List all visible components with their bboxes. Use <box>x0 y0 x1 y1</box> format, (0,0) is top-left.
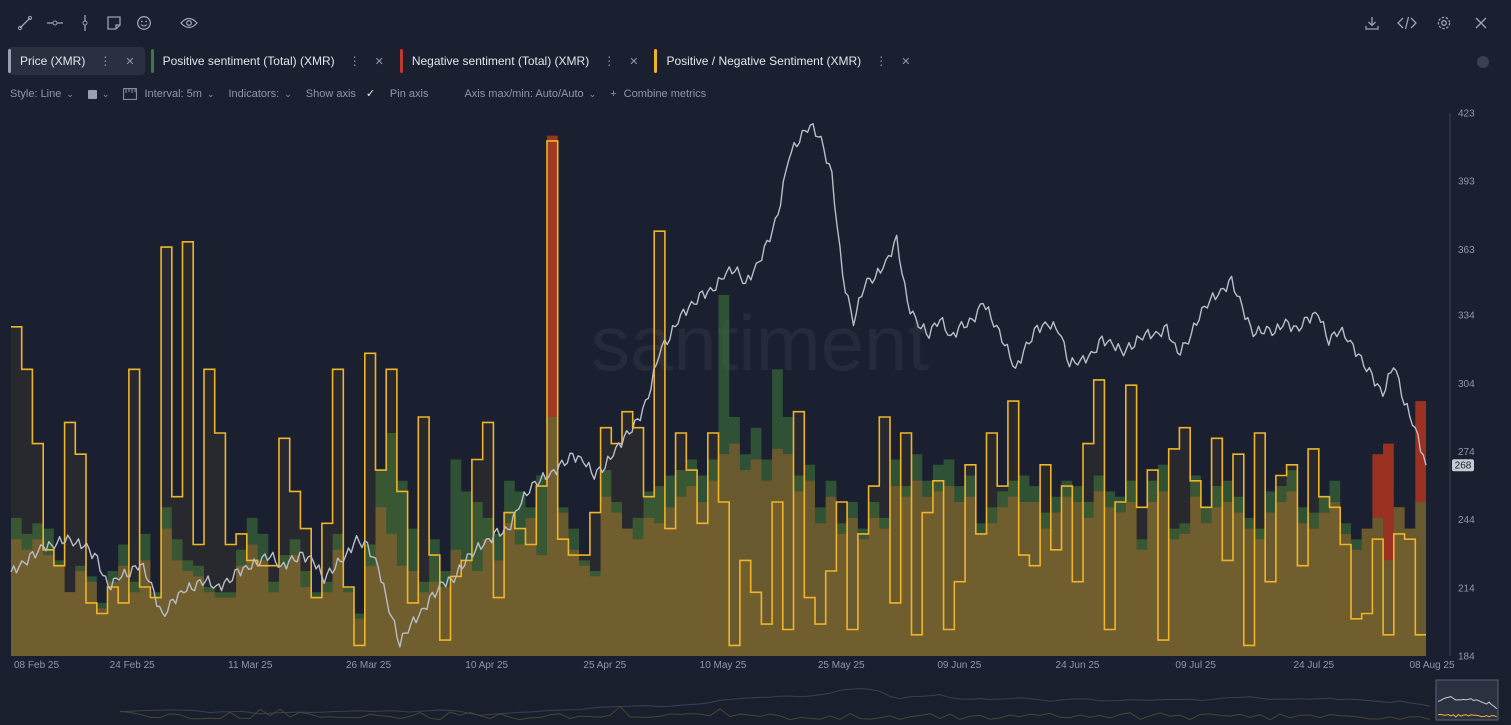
chart-area[interactable]: santiment 423 393 363 334 304 274 244 214 184 08… <box>0 100 1511 675</box>
download-icon[interactable] <box>1361 12 1383 34</box>
interval-label: Interval: 5m <box>144 88 202 100</box>
color-square-icon <box>87 89 97 99</box>
remove-metric-icon[interactable]: ✕ <box>901 55 911 68</box>
metric-tab-price[interactable]: Price (XMR) ⋮ ✕ <box>8 47 145 75</box>
navigator-price-line <box>119 688 1431 716</box>
metric-label: Price (XMR) <box>20 54 86 68</box>
metric-tab-pos-neg-ratio[interactable]: Positive / Negative Sentiment (XMR) ⋮ ✕ <box>654 47 920 75</box>
axis-minmax-label: Axis max/min: Auto/Auto <box>464 88 584 100</box>
y-tick-label: 423 <box>1458 109 1475 120</box>
emoji-icon[interactable] <box>133 12 155 34</box>
settings-icon[interactable] <box>1433 12 1455 34</box>
metric-color-swatch <box>150 49 154 73</box>
navigator-background <box>0 676 1511 725</box>
metric-color-swatch <box>8 49 11 73</box>
remove-metric-icon[interactable]: ✕ <box>374 55 384 68</box>
remove-metric-icon[interactable]: ✕ <box>629 55 639 68</box>
price-series <box>10 123 1427 648</box>
chevron-down-icon: ⌄ <box>284 88 292 99</box>
indicators-dropdown[interactable]: Indicators: ⌄ <box>228 88 291 100</box>
style-dropdown[interactable]: Style: Line ⌄ <box>10 88 74 100</box>
show-axis-toggle[interactable]: Show axis ✓ <box>306 88 376 100</box>
watermark: santiment <box>591 299 929 387</box>
chevron-down-icon: ⌄ <box>66 88 74 99</box>
navigator-selected-price <box>1437 696 1498 710</box>
code-icon[interactable] <box>1396 12 1418 34</box>
more-options-icon[interactable]: ⋮ <box>875 54 888 68</box>
horizontal-line-icon[interactable] <box>44 12 66 34</box>
x-tick-label: 24 Jun 25 <box>1056 660 1100 671</box>
indicators-label: Indicators: <box>228 88 280 100</box>
chart-options-bar: Style: Line ⌄ ⌄ Interval: 5m ⌄ Indicators:… <box>10 86 720 102</box>
y-tick-label: 244 <box>1458 515 1475 526</box>
x-tick-label: 11 Mar 25 <box>228 660 273 671</box>
price-line <box>10 123 1427 648</box>
x-tick-label: 10 May 25 <box>700 660 747 671</box>
checkmark-icon: ✓ <box>365 88 376 100</box>
y-tick-label: 334 <box>1458 311 1475 322</box>
combine-metrics-label: Combine metrics <box>623 88 707 100</box>
metric-tab-negative-sentiment[interactable]: Negative sentiment (Total) (XMR) ⋮ ✕ <box>399 47 649 75</box>
note-icon[interactable] <box>103 12 125 34</box>
chevron-down-icon: ⌄ <box>206 88 215 99</box>
more-options-icon[interactable]: ⋮ <box>348 54 361 68</box>
x-tick-label: 24 Jul 25 <box>1294 660 1335 671</box>
y-tick-label: 184 <box>1458 652 1475 663</box>
top-toolbar <box>0 0 1511 46</box>
close-icon[interactable] <box>1470 12 1492 34</box>
last-value-background <box>1452 459 1474 472</box>
trend-line-icon[interactable] <box>14 12 36 34</box>
remove-metric-icon[interactable]: ✕ <box>125 55 135 68</box>
y-tick-label: 274 <box>1458 447 1475 458</box>
metric-label: Positive sentiment (Total) (XMR) <box>162 54 335 68</box>
pin-axis-label: Pin axis <box>389 88 429 100</box>
ruler-icon <box>123 88 138 100</box>
x-tick-label: 24 Feb 25 <box>110 660 155 671</box>
x-tick-label: 25 Apr 25 <box>583 660 626 671</box>
more-options-icon[interactable]: ⋮ <box>99 54 112 68</box>
x-tick-label: 08 Aug 25 <box>1409 660 1454 671</box>
style-label: Style: Line <box>10 88 62 100</box>
chevron-down-icon: ⌄ <box>101 88 110 99</box>
metric-tabs: Price (XMR) ⋮ ✕ Positive sentiment (Tota… <box>8 47 920 77</box>
x-tick-label: 09 Jul 25 <box>1175 660 1216 671</box>
metric-color-swatch <box>654 49 658 73</box>
status-dot[interactable] <box>1477 56 1489 68</box>
navigator-ratio-line <box>119 705 1431 721</box>
navigator-selected-ratio <box>1437 713 1497 718</box>
combine-metrics-button[interactable]: + Combine metrics <box>610 88 706 100</box>
x-tick-label: 10 Apr 25 <box>465 660 508 671</box>
plus-icon: + <box>610 88 617 100</box>
y-tick-label: 363 <box>1458 245 1475 256</box>
last-value-label: 268 <box>1455 461 1472 472</box>
sentiment-ratio-series <box>11 140 1426 656</box>
x-tick-label: 08 Feb 25 <box>14 660 59 671</box>
vertical-line-icon[interactable] <box>74 12 96 34</box>
x-axis: 08 Feb 25 24 Feb 25 11 Mar 25 26 Mar 25 10 A… <box>14 660 1455 671</box>
color-dropdown[interactable]: ⌄ <box>87 88 110 100</box>
y-tick-label: 393 <box>1458 177 1475 188</box>
last-value-badge: 268 <box>1452 459 1474 472</box>
x-tick-label: 26 Mar 25 <box>346 660 391 671</box>
show-axis-label: Show axis <box>305 88 356 100</box>
interval-dropdown[interactable]: Interval: 5m ⌄ <box>123 88 214 100</box>
x-tick-label: 09 Jun 25 <box>937 660 981 671</box>
metric-label: Positive / Negative Sentiment (XMR) <box>666 54 862 68</box>
eye-icon[interactable] <box>178 12 200 34</box>
y-tick-label: 304 <box>1458 379 1475 390</box>
chevron-down-icon: ⌄ <box>588 88 597 99</box>
metric-tab-positive-sentiment[interactable]: Positive sentiment (Total) (XMR) ⋮ ✕ <box>150 47 394 75</box>
more-options-icon[interactable]: ⋮ <box>603 54 616 68</box>
pin-axis-toggle[interactable]: Pin axis <box>390 88 429 100</box>
ratio-line <box>11 140 1426 647</box>
y-tick-label: 214 <box>1458 583 1475 594</box>
metric-color-swatch <box>399 49 403 73</box>
metric-label: Negative sentiment (Total) (XMR) <box>411 54 590 68</box>
axis-minmax-dropdown[interactable]: Axis max/min: Auto/Auto ⌄ <box>464 88 596 100</box>
x-tick-label: 25 May 25 <box>818 660 865 671</box>
range-navigator[interactable] <box>0 676 1511 725</box>
y-axis: 423 393 363 334 304 274 244 214 184 <box>1458 109 1475 663</box>
